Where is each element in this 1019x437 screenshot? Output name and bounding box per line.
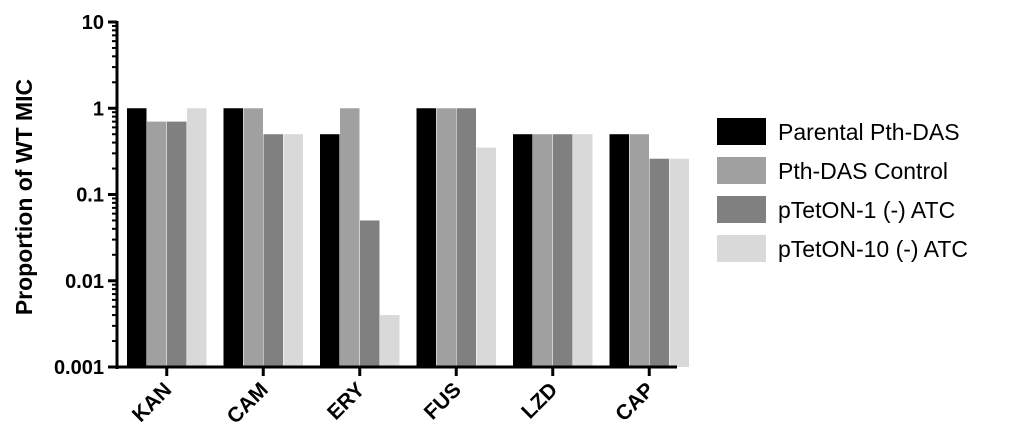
y-tick-label: 0.01 (65, 271, 104, 293)
y-tick-label: 10 (82, 12, 104, 34)
bar-cam-series-3 (263, 134, 283, 367)
bar-lzd-series-3 (553, 134, 573, 367)
bar-ery-series-1 (320, 134, 340, 367)
x-tick-label-cap: CAP (611, 378, 659, 426)
bar-cap-series-3 (649, 158, 669, 367)
legend-label: Parental Pth-DAS (778, 119, 960, 145)
legend-label: pTetON-1 (-) ATC (778, 197, 955, 223)
x-tick-label-lzd: LZD (517, 378, 562, 423)
bar-cap-series-1 (609, 134, 629, 367)
y-axis-title: Proportion of WT MIC (11, 79, 37, 315)
bar-cam-series-2 (243, 108, 263, 367)
bar-ery-series-3 (360, 220, 380, 367)
legend-swatch (717, 235, 766, 262)
bar-cap-series-2 (629, 134, 649, 367)
bar-ery-series-2 (340, 108, 360, 367)
bar-fus-series-1 (416, 108, 436, 367)
bar-lzd-series-4 (573, 134, 593, 367)
bar-kan-series-1 (127, 108, 147, 367)
bar-lzd-series-2 (533, 134, 553, 367)
x-tick-label-kan: KAN (128, 378, 176, 426)
y-tick-label: 1 (93, 98, 104, 120)
legend-label: Pth-DAS Control (778, 158, 948, 184)
legend-swatch (717, 196, 766, 223)
legend: Parental Pth-DAS Pth-DAS Control pTetON-1 … (717, 118, 968, 262)
bar-cap-series-4 (669, 158, 689, 367)
bar-cam-series-1 (223, 108, 243, 367)
bar-fus-series-4 (476, 147, 496, 367)
y-tick-label: 0.1 (76, 185, 104, 207)
y-tick-label: 0.001 (54, 357, 104, 379)
bar-fus-series-2 (436, 108, 456, 367)
x-axis: KAN CAM ERY FUS LZD CAP (115, 365, 677, 428)
x-tick-label-ery: ERY (323, 378, 369, 424)
x-tick-label-cam: CAM (223, 378, 273, 428)
x-tick-label-fus: FUS (420, 378, 466, 424)
bar-kan-series-2 (147, 121, 167, 367)
legend-label: pTetON-10 (-) ATC (778, 236, 968, 262)
bar-kan-series-3 (167, 121, 187, 367)
legend-swatch (717, 157, 766, 184)
bar-kan-series-4 (187, 108, 207, 367)
bar-ery-series-4 (380, 315, 400, 367)
y-axis: 10 1 0.1 0.01 0.001 (54, 12, 119, 379)
bar-cam-series-4 (283, 134, 303, 367)
legend-swatch (717, 118, 766, 145)
bars-group (127, 108, 689, 367)
bar-lzd-series-1 (513, 134, 533, 367)
bar-fus-series-3 (456, 108, 476, 367)
